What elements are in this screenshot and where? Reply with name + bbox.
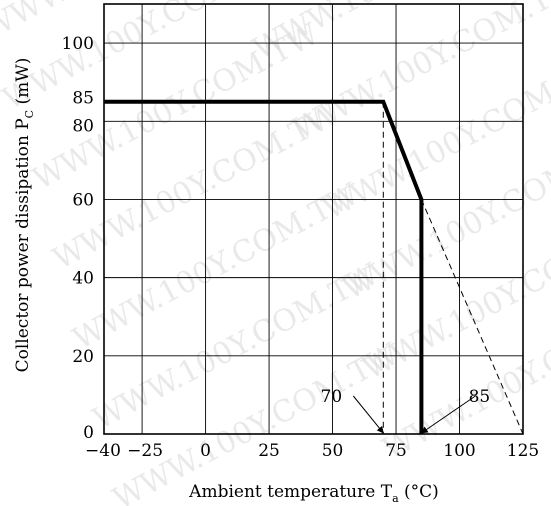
watermark-text: WWW.100Y.COM.TW (87, 257, 385, 437)
x-tick-label: −25 (127, 441, 163, 461)
watermark-text: WWW.100Y.COM.TW (67, 177, 365, 357)
y-tick-label: 60 (72, 190, 94, 210)
derating-curve (104, 99, 424, 434)
y-tick-label: 100 (62, 34, 94, 54)
x-tick-label: 50 (322, 441, 344, 461)
plot-frame (103, 3, 524, 435)
x-tick-label: −40 (85, 441, 121, 461)
annotation-label: 85 (469, 387, 491, 407)
y-tick-label: 40 (72, 269, 94, 289)
y-tick-label: 20 (72, 347, 94, 367)
x-tick-label: 75 (385, 441, 407, 461)
annotation-label: 70 (321, 387, 343, 407)
annotation-arrow (420, 395, 476, 434)
x-tick-label: 0 (200, 441, 211, 461)
y-tick-label: 80 (72, 116, 94, 136)
plot-lines (104, 99, 524, 435)
y-axis-label: Collector power dissipation PC (mW) (13, 58, 36, 373)
y-tick-label: 85 (72, 89, 94, 109)
y-tick-label: 0 (83, 423, 94, 443)
x-tick-label: 25 (258, 441, 280, 461)
x-tick-label: 100 (443, 441, 475, 461)
dashed-line (420, 199, 524, 435)
annotation-arrow (352, 395, 384, 434)
x-axis-label: Ambient temperature Ta (°C) (188, 482, 439, 505)
y-tick-labels: 0 20 40 60 80 85 100 (62, 34, 94, 443)
x-tick-label: 125 (507, 441, 539, 461)
x-tick-labels: −40 −25 0 25 50 75 100 125 (85, 441, 539, 461)
annotations: 70 85 (321, 387, 491, 434)
